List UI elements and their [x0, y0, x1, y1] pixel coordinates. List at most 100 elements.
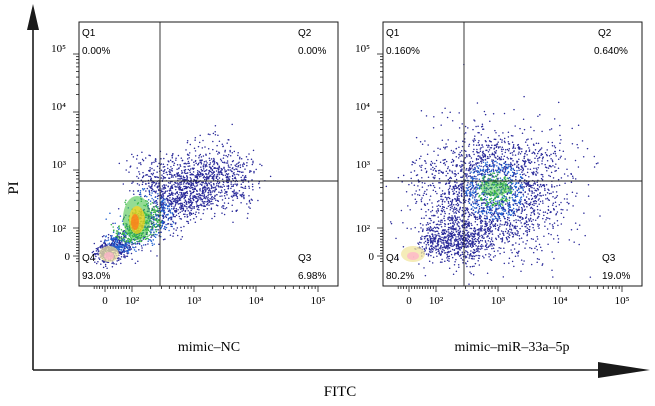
event-dot	[520, 199, 522, 201]
event-dot	[435, 252, 438, 254]
event-dot	[138, 170, 140, 173]
event-dot	[196, 199, 199, 201]
event-dot	[147, 235, 149, 237]
event-dot	[178, 175, 180, 177]
plot-frame	[382, 21, 643, 287]
event-dot	[107, 233, 110, 236]
event-dot	[478, 264, 481, 266]
event-dot	[217, 134, 219, 136]
event-dot	[251, 163, 254, 166]
event-dot	[108, 242, 111, 245]
event-dot	[215, 175, 218, 178]
event-dot	[194, 175, 196, 177]
event-dot	[477, 125, 479, 128]
event-dot	[536, 193, 539, 196]
event-dot	[152, 234, 155, 236]
event-dot	[213, 215, 216, 218]
event-dot	[211, 177, 213, 179]
event-dot	[228, 178, 231, 180]
event-dot	[162, 166, 165, 168]
event-dot	[190, 200, 192, 202]
event-dot	[438, 247, 441, 249]
event-dot	[423, 192, 425, 194]
event-dot	[203, 192, 205, 194]
event-dot	[551, 144, 554, 147]
event-dot	[518, 169, 520, 172]
event-dot	[126, 247, 129, 250]
event-dot	[452, 190, 454, 193]
event-dot	[150, 223, 153, 226]
event-dot	[512, 188, 515, 191]
event-dot	[547, 205, 550, 208]
event-dot	[188, 162, 190, 164]
event-dot	[167, 222, 170, 225]
event-dot	[216, 199, 219, 202]
event-dot	[145, 190, 147, 192]
event-dot	[187, 220, 189, 223]
event-dot	[441, 139, 444, 141]
event-dot	[425, 253, 428, 255]
event-dot	[258, 187, 261, 189]
event-dot	[475, 254, 477, 257]
event-dot	[483, 155, 486, 157]
event-dot	[515, 186, 518, 189]
event-dot	[484, 197, 486, 200]
event-dot	[226, 162, 229, 164]
event-dot	[186, 139, 189, 142]
event-dot	[472, 202, 475, 205]
event-dot	[222, 205, 225, 207]
event-dot	[537, 142, 540, 145]
event-dot	[205, 181, 207, 183]
event-dot	[506, 177, 509, 179]
event-dot	[148, 193, 151, 196]
event-dot	[156, 195, 159, 198]
event-dot	[452, 245, 454, 247]
event-dot	[537, 160, 539, 162]
event-dot	[183, 166, 185, 168]
event-dot	[186, 172, 189, 174]
event-dot	[420, 166, 422, 168]
event-dot	[501, 167, 503, 169]
event-dot	[450, 230, 453, 232]
event-dot	[142, 189, 145, 191]
event-dot	[235, 165, 237, 168]
event-dot	[104, 263, 107, 266]
event-dot	[455, 219, 457, 221]
event-dot	[535, 173, 537, 175]
event-dot	[141, 158, 144, 161]
event-dot	[529, 162, 532, 164]
event-dot	[537, 150, 540, 153]
event-dot	[490, 226, 492, 228]
event-dot	[487, 168, 489, 170]
event-dot	[503, 171, 506, 174]
event-dot	[219, 192, 222, 194]
event-dot	[509, 162, 512, 164]
event-dot	[165, 223, 167, 226]
event-dot	[427, 144, 429, 146]
event-dot	[546, 197, 549, 199]
event-dot	[486, 248, 488, 250]
event-dot	[503, 251, 505, 254]
event-dot	[476, 186, 478, 188]
event-dot	[174, 201, 177, 204]
event-dot	[518, 188, 520, 191]
event-dot	[516, 161, 518, 164]
event-dot	[428, 247, 431, 249]
event-dot	[514, 154, 517, 156]
event-dot	[207, 196, 209, 199]
event-dot	[412, 161, 415, 164]
event-dot	[550, 192, 552, 195]
event-dot	[202, 165, 205, 167]
event-dot	[519, 179, 521, 181]
event-dot	[485, 165, 488, 168]
event-dot	[519, 227, 521, 230]
event-dot	[464, 209, 467, 212]
event-dot	[165, 153, 168, 155]
event-dot	[478, 162, 480, 164]
event-dot	[480, 157, 482, 160]
event-dot	[440, 198, 442, 200]
event-dot	[185, 186, 187, 188]
event-dot	[441, 112, 443, 114]
event-dot	[479, 220, 482, 223]
event-dot	[444, 260, 446, 262]
